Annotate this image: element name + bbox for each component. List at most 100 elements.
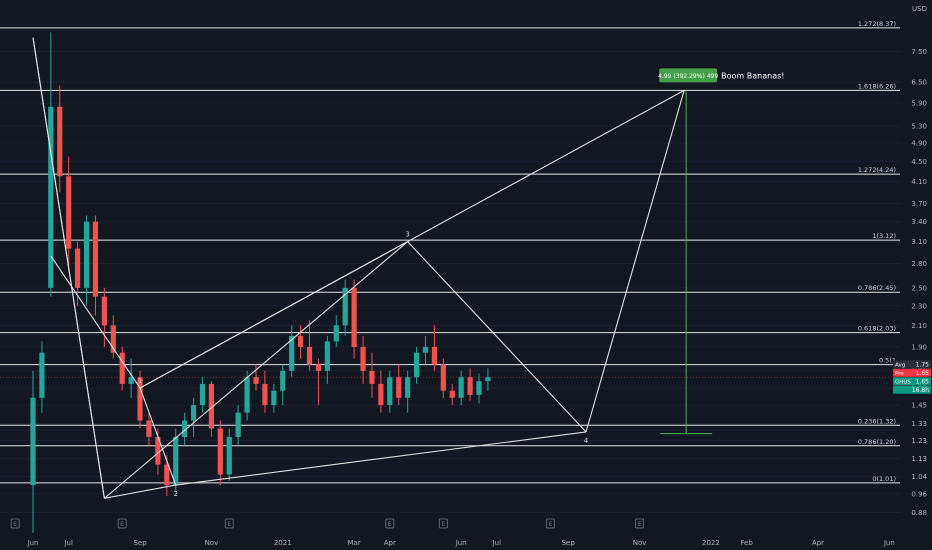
fib-level-label: 0.618(2.03) [858, 325, 896, 333]
x-axis-band [0, 536, 932, 550]
candles [30, 32, 491, 534]
candle-body [75, 248, 81, 288]
candle-body [280, 370, 286, 391]
y-tick-label: 1.45 [911, 402, 927, 410]
price-tag-label: Avg [895, 362, 905, 368]
pattern-line [50, 255, 141, 389]
target-label: 4.99 (392.29%) 499 [658, 73, 718, 80]
pattern-line [104, 241, 408, 499]
candle-body [119, 352, 125, 384]
price-tag-value: 1.65 [916, 378, 930, 385]
fib-level-label: 0.5(1 [879, 357, 896, 365]
x-tick-label: Sep [133, 539, 147, 547]
y-tick-label: 1.13 [911, 455, 927, 463]
candle-body [83, 221, 90, 288]
candle-body [360, 346, 366, 371]
candle-body [396, 377, 402, 398]
price-tag-label: Pre [895, 371, 904, 377]
y-tick-label: 2.80 [911, 260, 927, 268]
candle-body [467, 377, 473, 395]
fib-levels: 1.272(8.37) 1.618(6.26) 1.272(4.24) 1(3.12)… [0, 20, 900, 484]
pattern-point-label: 4 [584, 437, 589, 445]
fib-level-label: 1.272(4.24) [858, 166, 896, 174]
fib-level-label: 0(1.01) [872, 475, 896, 483]
x-tick-label: Jul [492, 539, 502, 547]
candle-body [306, 346, 313, 365]
fib-level-label: 1(3.12) [872, 232, 896, 240]
candle-body [369, 370, 375, 384]
candle-body [324, 341, 330, 371]
y-tick-label: 3.10 [911, 238, 927, 246]
candle-body [244, 377, 250, 413]
candle-body [262, 383, 268, 406]
pattern-line [175, 431, 587, 486]
candle-body [190, 405, 197, 421]
pattern-line [585, 90, 685, 433]
earnings-marker-label: E [13, 521, 17, 528]
candle-body [298, 335, 304, 347]
earnings-marker-label: E [638, 521, 642, 528]
y-tick-label: 2.30 [911, 302, 927, 310]
pattern-point-label: 3 [405, 231, 409, 239]
pattern-line [104, 484, 176, 499]
price-tag-value: 1.65 [916, 370, 930, 377]
candle-body [485, 377, 491, 382]
candle-body [422, 346, 429, 353]
x-axis: Jun Jul Sep Nov 2021 Mar Apr Jun Jul Sep Nov 2022 Fe… [0, 518, 932, 550]
x-tick-label: Nov [633, 539, 647, 547]
earnings-marker [117, 518, 127, 529]
price-tag [893, 385, 931, 394]
x-tick-label: Apr [812, 539, 824, 547]
candle-body [48, 106, 54, 288]
y-tick-label: 4.50 [911, 158, 927, 166]
pattern-line [139, 89, 685, 389]
candle-body [155, 437, 161, 465]
candle-body [110, 325, 116, 353]
earnings-marker-label: E [548, 521, 552, 528]
price-tag-value: 1.75 [916, 361, 930, 368]
earnings-marker [385, 518, 395, 529]
y-tick-label: 6.50 [911, 79, 927, 87]
harmonic-pattern: 1 2 3 4 [32, 37, 685, 499]
earnings-marker [224, 518, 234, 529]
candle-body [351, 287, 357, 347]
earnings-marker [438, 518, 448, 529]
candle-body [253, 377, 259, 384]
candle-body [128, 377, 134, 384]
y-tick-label: 4.90 [911, 140, 927, 148]
x-tick-label: Nov [205, 539, 219, 547]
candle-body [405, 377, 411, 398]
earnings-marker [635, 518, 644, 529]
price-tag-value: 16.8h [912, 387, 929, 394]
y-tick-label: 4.10 [911, 178, 927, 186]
candle-body [182, 420, 188, 438]
price-tag [893, 368, 931, 377]
price-tag [893, 377, 931, 386]
candle-body [449, 390, 455, 398]
candle-body [315, 364, 322, 371]
candle-body [378, 383, 384, 406]
candle-body [431, 346, 437, 365]
candle-body [66, 176, 72, 249]
candle-body [146, 420, 152, 438]
x-tick-label: Mar [348, 539, 361, 547]
earnings-marker-label: E [120, 521, 124, 528]
x-tick-label: Jun [455, 539, 467, 547]
earnings-marker [10, 518, 20, 529]
y-tick-label: 7.50 [911, 48, 927, 56]
pattern-line [139, 387, 177, 486]
x-tick-label: Jul [63, 539, 73, 547]
y-axis: USD 7.50 6.50 5.90 5.30 4.90 4.50 4.10 3.70 3.40… [900, 0, 932, 550]
x-tick-label: Apr [384, 539, 396, 547]
candle-body [289, 335, 295, 371]
candle-body [101, 296, 107, 326]
y-tick-label: 1.04 [911, 473, 927, 481]
fib-level-label: 1.272(8.37) [858, 20, 896, 28]
price-tag-label: GHUS [895, 379, 911, 385]
grid [0, 50, 900, 514]
y-tick-label: 0.96 [911, 490, 927, 498]
candle-body [476, 381, 482, 395]
fib-level-label: 0.236(1.32) [858, 417, 896, 425]
pattern-point-label: 1 [138, 377, 142, 385]
